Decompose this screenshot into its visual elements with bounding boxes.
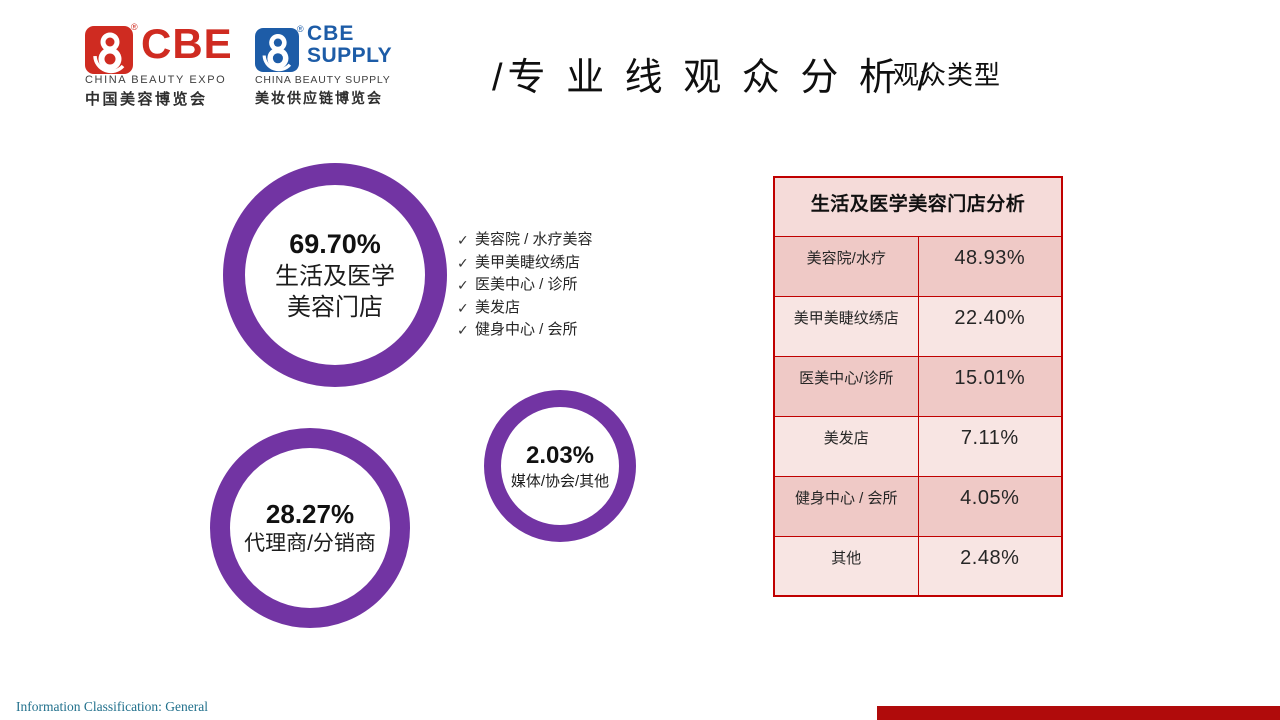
row-value: 22.40%: [917, 295, 1063, 357]
cbe-supply-logo-icon: [255, 28, 299, 72]
store-type-checklist: ✓ 美容院 / 水疗美容 ✓ 美甲美睫纹绣店 ✓ 医美中心 / 诊所 ✓ 美发店…: [457, 229, 593, 342]
row-label: 美发店: [773, 415, 919, 477]
cbe-logo-english: CHINA BEAUTY EXPO: [85, 74, 227, 86]
cbe-logo-icon: [85, 26, 133, 74]
cbe-supply-abbr-line2: SUPPLY: [307, 44, 393, 67]
row-value: 4.05%: [917, 475, 1063, 537]
row-label: 美甲美睫纹绣店: [773, 295, 919, 357]
check-item-label: 健身中心 / 会所: [475, 321, 578, 338]
cbe-logo: ® CBE CHINA BEAUTY EXPO 中国美容博览会: [85, 20, 235, 108]
list-item: ✓ 健身中心 / 会所: [457, 319, 593, 342]
store-analysis-table: 生活及医学美容门店分析 美容院/水疗 48.93% 美甲美睫纹绣店 22.40%…: [773, 176, 1063, 597]
cbe-logo-chinese: 中国美容博览会: [85, 91, 208, 108]
row-label: 其他: [773, 535, 919, 597]
row-value: 48.93%: [917, 235, 1063, 297]
cbe-supply-logo: ® CBE SUPPLY CHINA BEAUTY SUPPLY 美妆供应链博览…: [255, 22, 395, 106]
bubble-agents-distributors: 28.27% 代理商/分销商: [210, 428, 410, 628]
page-title: /专 业 线 观 众 分 析 /: [492, 57, 934, 99]
bubble-value: 2.03%: [525, 441, 595, 469]
table-row: 医美中心/诊所 15.01%: [773, 355, 1063, 417]
bubble-life-medical-beauty-stores: 69.70% 生活及医学 美容门店: [223, 163, 447, 387]
row-label: 医美中心/诊所: [773, 355, 919, 417]
list-item: ✓ 医美中心 / 诊所: [457, 274, 593, 297]
list-item: ✓ 美甲美睫纹绣店: [457, 252, 593, 275]
page-subtitle: 观众类型: [893, 60, 1002, 90]
row-value: 15.01%: [917, 355, 1063, 417]
check-icon: ✓: [457, 322, 469, 338]
cbe-supply-chinese: 美妆供应链博览会: [255, 90, 383, 106]
table-row: 其他 2.48%: [773, 535, 1063, 597]
check-item-label: 美发店: [475, 298, 521, 316]
list-item: ✓ 美容院 / 水疗美容: [457, 229, 593, 252]
bubble-value: 28.27%: [265, 499, 355, 529]
check-item-label: 医美中心 / 诊所: [475, 276, 578, 293]
check-icon: ✓: [457, 277, 469, 293]
table-row: 美容院/水疗 48.93%: [773, 235, 1063, 297]
information-classification-label: Information Classification: General: [16, 699, 208, 714]
table-row: 健身中心 / 会所 4.05%: [773, 475, 1063, 537]
bottom-accent-bar: [877, 706, 1280, 720]
cbe-reg-mark: ®: [131, 22, 138, 32]
bubble-label-line1: 代理商/分销商: [244, 532, 376, 555]
cbe-supply-abbr-line1: CBE: [307, 22, 355, 45]
table-row: 美甲美睫纹绣店 22.40%: [773, 295, 1063, 357]
cbe-logo-abbr: CBE: [141, 20, 233, 67]
row-value: 7.11%: [917, 415, 1063, 477]
bubble-label-line1: 媒体/协会/其他: [510, 472, 610, 490]
row-label: 美容院/水疗: [773, 235, 919, 297]
check-icon: ✓: [457, 232, 469, 248]
check-item-label: 美甲美睫纹绣店: [475, 253, 581, 271]
check-icon: ✓: [457, 254, 469, 271]
bubble-media-association-other: 2.03% 媒体/协会/其他: [484, 390, 636, 542]
check-icon: ✓: [457, 299, 469, 316]
row-value: 2.48%: [917, 535, 1063, 597]
table-header-row: 生活及医学美容门店分析: [773, 176, 1063, 237]
bubble-value: 69.70%: [289, 229, 381, 259]
list-item: ✓ 美发店: [457, 297, 593, 320]
bubble-label-line2: 美容门店: [287, 294, 383, 321]
check-item-label: 美容院 / 水疗美容: [475, 231, 593, 248]
bubble-label-line1: 生活及医学: [275, 263, 395, 290]
row-label: 健身中心 / 会所: [773, 475, 919, 537]
table-row: 美发店 7.11%: [773, 415, 1063, 477]
cbe-supply-english: CHINA BEAUTY SUPPLY: [255, 74, 391, 86]
table-title: 生活及医学美容门店分析: [773, 176, 1063, 237]
cbe-supply-reg-mark: ®: [297, 24, 304, 34]
